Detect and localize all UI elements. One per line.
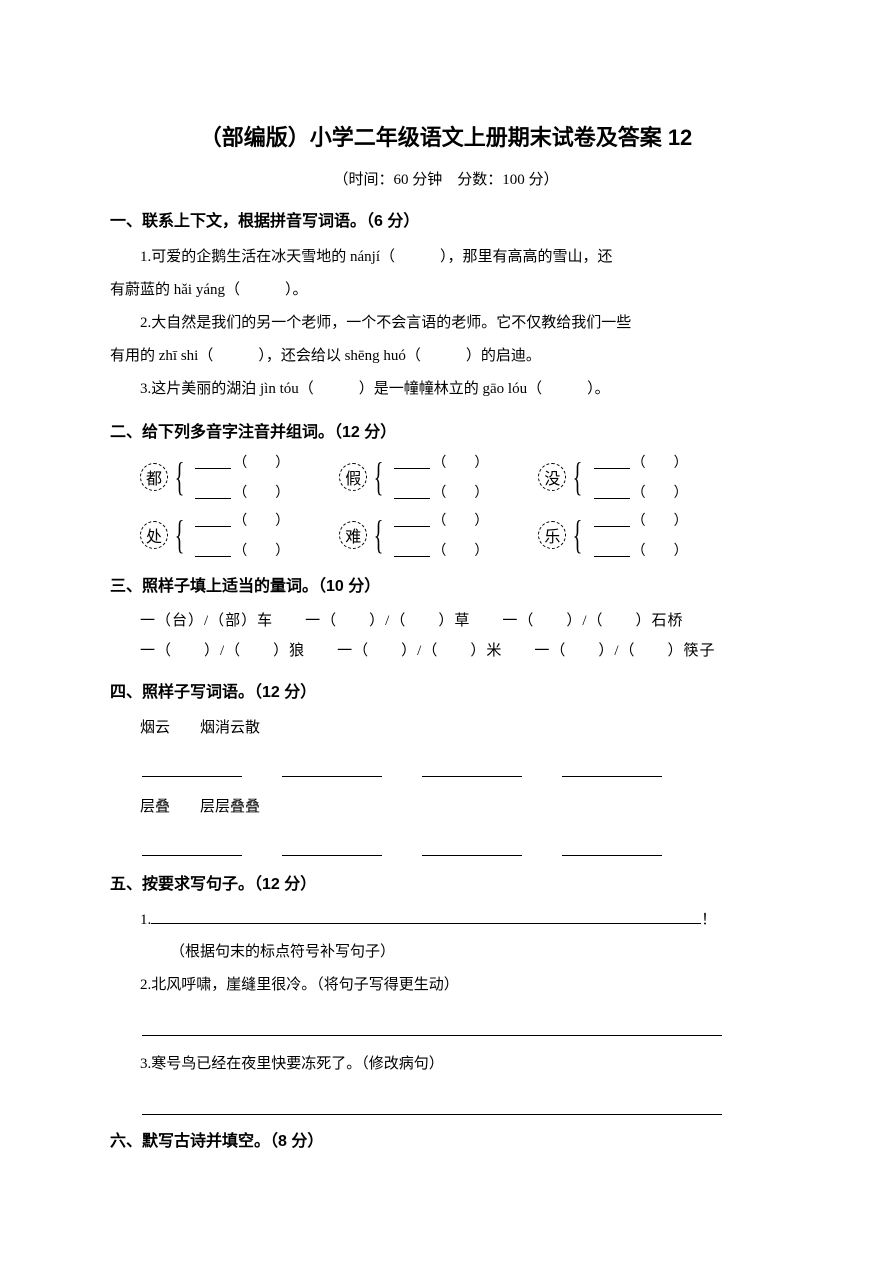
word-blank[interactable] — [282, 759, 382, 777]
blank-row-2 — [142, 838, 782, 856]
duoyin-item: 难 { （ ） （ ） — [339, 510, 488, 560]
paren: （ ） — [432, 540, 488, 560]
bracket-icon: { — [374, 457, 384, 497]
pinyin-blank[interactable] — [394, 513, 430, 527]
sentence-blank[interactable] — [151, 908, 701, 924]
paren: （ ） — [632, 540, 688, 560]
paren: （ ） — [432, 482, 488, 502]
duoyin-item: 假 { （ ） （ ） — [339, 452, 488, 502]
paren: （ ） — [432, 452, 488, 472]
pinyin-blank[interactable] — [594, 485, 630, 499]
word-blank[interactable] — [562, 838, 662, 856]
document-title: （部编版）小学二年级语文上册期末试卷及答案 12 — [110, 120, 782, 152]
section-6-header: 六、默写古诗并填空。（8 分） — [110, 1127, 782, 1151]
sentence-q2: 2.北风呼啸，崖缝里很冷。（将句子写得更生动） — [140, 969, 782, 1002]
char-circle: 都 — [140, 463, 168, 491]
blank-row-1 — [142, 759, 782, 777]
paren: （ ） — [632, 510, 688, 530]
char-circle: 处 — [140, 521, 168, 549]
q1-line2: 有蔚蓝的 hǎi yáng（ ）。 — [110, 274, 782, 307]
paren: （ ） — [233, 540, 289, 560]
section-5-header: 五、按要求写句子。（12 分） — [110, 870, 782, 894]
bracket-icon: { — [374, 515, 384, 555]
example-1: 烟云 烟消云散 — [140, 712, 782, 745]
duoyin-item: 没 { （ ） （ ） — [538, 452, 687, 502]
char-circle: 乐 — [538, 521, 566, 549]
section-1-header: 一、联系上下文，根据拼音写词语。（6 分） — [110, 207, 782, 231]
document-subtitle: （时间：60 分钟 分数：100 分） — [110, 168, 782, 189]
q1-suffix: ！ — [701, 912, 716, 928]
liangci-row-1: 一（台）/（部）车 一（ ）/（ ）草 一（ ）/（ ）石桥 — [140, 606, 782, 636]
pinyin-blank[interactable] — [394, 485, 430, 499]
pinyin-blank[interactable] — [594, 513, 630, 527]
duoyin-row-1: 都 { （ ） （ ） 假 { （ ） （ ） 没 { （ ） （ ） — [140, 452, 782, 502]
pinyin-blank[interactable] — [394, 543, 430, 557]
q1-note: （根据句末的标点符号补写句子） — [170, 937, 782, 967]
pinyin-blank[interactable] — [195, 485, 231, 499]
duoyin-item: 都 { （ ） （ ） — [140, 452, 289, 502]
bracket-icon: { — [175, 457, 185, 497]
pinyin-blank[interactable] — [594, 543, 630, 557]
word-blank[interactable] — [422, 759, 522, 777]
example-2: 层叠 层层叠叠 — [140, 791, 782, 824]
q2-line2: 有用的 zhī shi（ ），还会给以 shēng huó（ ）的启迪。 — [110, 340, 782, 373]
pinyin-blank[interactable] — [594, 455, 630, 469]
bracket-icon: { — [573, 457, 583, 497]
sentence-blank[interactable] — [142, 1014, 722, 1036]
char-circle: 难 — [339, 521, 367, 549]
sentence-q1: 1. ！ — [140, 904, 782, 937]
bracket-icon: { — [573, 515, 583, 555]
section-3-header: 三、照样子填上适当的量词。（10 分） — [110, 572, 782, 596]
pinyin-blank[interactable] — [195, 543, 231, 557]
paren: （ ） — [632, 482, 688, 502]
sentence-q3: 3.寒号鸟已经在夜里快要冻死了。（修改病句） — [140, 1048, 782, 1081]
bracket-icon: { — [175, 515, 185, 555]
paren: （ ） — [233, 510, 289, 530]
pinyin-blank[interactable] — [195, 455, 231, 469]
paren: （ ） — [632, 452, 688, 472]
q3-line1: 3.这片美丽的湖泊 jìn tóu（ ）是一幢幢林立的 gāo lóu（ ）。 — [110, 373, 782, 406]
liangci-row-2: 一（ ）/（ ）狼 一（ ）/（ ）米 一（ ）/（ ）筷子 — [140, 636, 782, 666]
duoyin-row-2: 处 { （ ） （ ） 难 { （ ） （ ） 乐 { （ ） （ ） — [140, 510, 782, 560]
duoyin-item: 处 { （ ） （ ） — [140, 510, 289, 560]
duoyin-item: 乐 { （ ） （ ） — [538, 510, 687, 560]
paren: （ ） — [233, 452, 289, 472]
word-blank[interactable] — [422, 838, 522, 856]
paren: （ ） — [432, 510, 488, 530]
q2-line1: 2.大自然是我们的另一个老师，一个不会言语的老师。它不仅教给我们一些 — [110, 307, 782, 340]
word-blank[interactable] — [562, 759, 662, 777]
word-blank[interactable] — [282, 838, 382, 856]
q1-line1: 1.可爱的企鹅生活在冰天雪地的 nánjí（ ），那里有高高的雪山，还 — [110, 241, 782, 274]
section-4-header: 四、照样子写词语。（12 分） — [110, 678, 782, 702]
char-circle: 假 — [339, 463, 367, 491]
paren: （ ） — [233, 482, 289, 502]
q1-prefix: 1. — [140, 912, 151, 928]
word-blank[interactable] — [142, 838, 242, 856]
char-circle: 没 — [538, 463, 566, 491]
sentence-blank[interactable] — [142, 1093, 722, 1115]
word-blank[interactable] — [142, 759, 242, 777]
pinyin-blank[interactable] — [195, 513, 231, 527]
pinyin-blank[interactable] — [394, 455, 430, 469]
section-2-header: 二、给下列多音字注音并组词。（12 分） — [110, 418, 782, 442]
